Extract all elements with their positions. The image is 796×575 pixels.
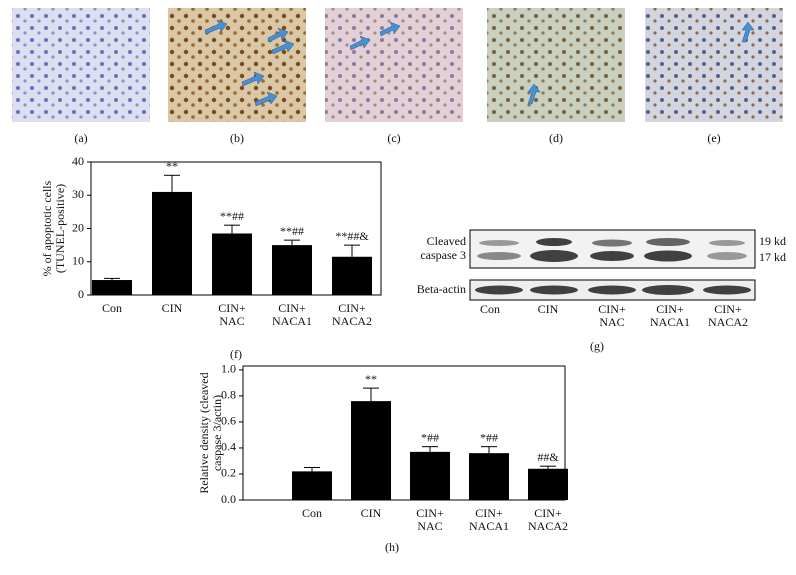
x-tick-label: Con <box>302 506 322 520</box>
blot-protein: Cleaved <box>427 234 466 248</box>
blot-size: 17 kd <box>759 250 786 264</box>
lane-label: CIN <box>538 302 559 316</box>
micrograph <box>487 8 625 122</box>
annotation: **## <box>220 209 244 223</box>
y-tick-label: 1.0 <box>221 362 236 376</box>
annotation: ##& <box>537 450 559 464</box>
y-tick-label: 0.0 <box>221 492 236 506</box>
x-tick-label: NACA1 <box>469 519 509 533</box>
bar <box>292 471 332 500</box>
blot-frame <box>469 229 756 269</box>
y-tick-label: 0.8 <box>221 388 236 402</box>
blot-loading: Beta-actin <box>417 282 466 296</box>
y-axis-label: caspase 3/actin) <box>210 395 224 471</box>
blot-protein: caspase 3 <box>420 248 466 262</box>
annotation: ** <box>365 372 377 386</box>
y-tick-label: 0 <box>78 287 84 301</box>
panel-label: (d) <box>549 131 563 145</box>
x-tick-label: CIN+ <box>218 301 246 315</box>
blot: Cleaved caspase 3 19 kd 17 kd Beta-actin… <box>417 229 786 353</box>
lane-label: CIN+ <box>656 302 684 316</box>
bar <box>469 453 509 500</box>
x-tick-label: NACA2 <box>332 314 372 328</box>
lane-label: NACA2 <box>708 315 748 329</box>
micrograph <box>168 8 306 122</box>
y-tick-label: 10 <box>72 254 84 268</box>
annotation: *## <box>480 430 498 444</box>
x-tick-label: CIN+ <box>534 506 562 520</box>
micrograph <box>645 8 783 122</box>
bar <box>212 233 252 295</box>
annotation: ** <box>166 159 178 173</box>
micrographs <box>12 8 783 122</box>
panel-label: (g) <box>590 339 604 353</box>
x-tick-label: CIN+ <box>475 506 503 520</box>
panel-label: (h) <box>385 540 399 554</box>
bar <box>410 451 450 500</box>
bands <box>475 238 751 295</box>
y-tick-label: 20 <box>72 220 84 234</box>
lane-label: CIN+ <box>598 302 626 316</box>
y-tick-label: 0.6 <box>221 414 236 428</box>
panel-label: (f) <box>230 347 242 361</box>
y-axis-label: % of apoptotic cells <box>40 180 54 276</box>
x-tick-label: CIN <box>361 506 382 520</box>
y-axis-label: (TUNEL-positive) <box>53 184 67 273</box>
x-tick-label: CIN+ <box>278 301 306 315</box>
bar <box>272 245 312 295</box>
x-tick-label: NAC <box>219 314 244 328</box>
bar <box>152 191 192 295</box>
lane-label: CIN+ <box>714 302 742 316</box>
plot-frame <box>242 365 566 501</box>
panel-label: (b) <box>230 131 244 145</box>
panel-label: (a) <box>74 131 87 145</box>
x-tick-label: CIN+ <box>416 506 444 520</box>
panel-label: (e) <box>707 131 720 145</box>
y-tick-label: 40 <box>72 154 84 168</box>
annotation: *## <box>421 430 439 444</box>
bar <box>351 401 391 500</box>
x-tick-label: CIN+ <box>338 301 366 315</box>
lane-label: Con <box>480 302 500 316</box>
annotation: **## <box>280 224 304 238</box>
bar <box>528 468 568 500</box>
lane-label: NACA1 <box>650 315 690 329</box>
x-tick-label: NACA1 <box>272 314 312 328</box>
blot-size: 19 kd <box>759 234 786 248</box>
y-tick-label: 30 <box>72 187 84 201</box>
lane-label: NAC <box>599 315 624 329</box>
x-tick-label: NACA2 <box>528 519 568 533</box>
bar <box>332 256 372 295</box>
y-tick-label: 0.2 <box>221 466 236 480</box>
annotation: **##& <box>335 229 369 243</box>
panel-label: (c) <box>387 131 400 145</box>
arrows <box>204 19 755 107</box>
y-axis-label: Relative density (cleaved <box>197 372 211 493</box>
micrograph <box>12 8 150 122</box>
bar <box>92 280 132 295</box>
x-tick-label: CIN <box>162 301 183 315</box>
x-tick-label: Con <box>102 301 122 315</box>
y-tick-label: 0.4 <box>221 440 236 454</box>
x-tick-label: NAC <box>417 519 442 533</box>
